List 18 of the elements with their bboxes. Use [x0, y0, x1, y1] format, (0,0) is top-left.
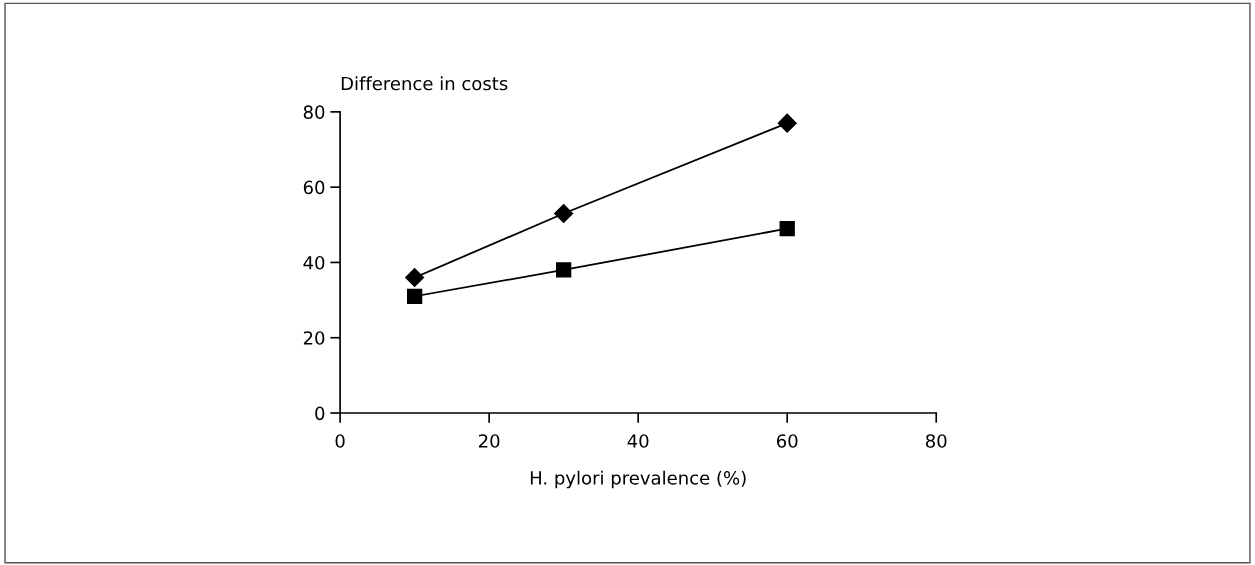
x-tick-label: 0	[335, 434, 345, 448]
point	[406, 288, 423, 304]
point	[777, 113, 797, 133]
point	[779, 220, 795, 237]
y-axis-title: Difference in costs	[341, 76, 508, 91]
point	[556, 262, 572, 278]
y-tick-label: 20	[303, 331, 325, 345]
x-tick-label: 20	[478, 434, 500, 448]
x-axis-title: H. pylori prevalence (%)	[530, 470, 746, 489]
y-tick-label: 60	[303, 180, 325, 195]
x-tick-label: 60	[776, 434, 798, 448]
point	[405, 267, 425, 288]
point	[554, 203, 574, 224]
x-tick-label: 80	[925, 434, 947, 448]
y-tick-label: 0	[315, 406, 325, 421]
x-tick-label: 40	[627, 434, 649, 448]
y-tick-label: 80	[303, 105, 325, 119]
y-tick-label: 40	[303, 255, 325, 270]
